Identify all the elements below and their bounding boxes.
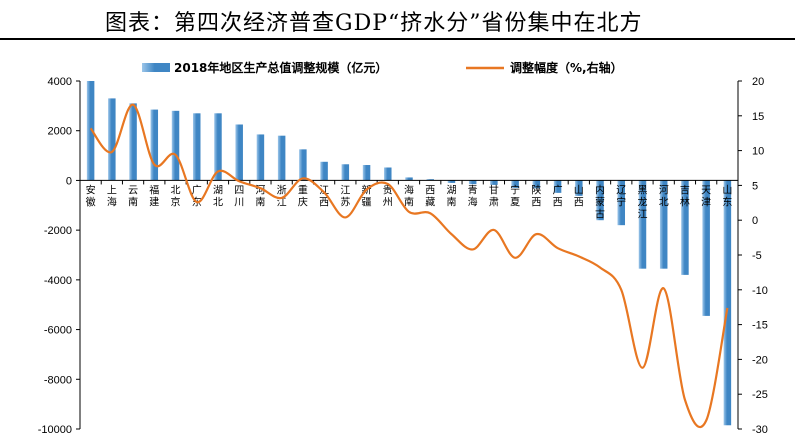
right-tick-label: -30 (752, 424, 768, 436)
left-tick-label: -8000 (44, 374, 72, 386)
category-label: 湖南 (446, 184, 456, 208)
category-label: 江西 (319, 184, 329, 208)
category-label: 青海 (468, 183, 478, 208)
right-tick-label: 10 (752, 146, 764, 158)
right-tick-label: 15 (752, 111, 764, 123)
bar (192, 113, 201, 181)
bar (129, 103, 137, 181)
left-tick-label: 2000 (48, 126, 72, 138)
bar (150, 109, 159, 181)
right-tick-label: -5 (752, 250, 762, 262)
bar (362, 165, 371, 181)
legend-bar-swatch (142, 63, 170, 72)
bar (468, 180, 477, 185)
bar (447, 180, 456, 183)
category-label: 贵州 (383, 183, 393, 208)
category-label: 河北 (659, 184, 669, 208)
title-bar: 图表：第四次经济普查GDP“挤水分”省份集中在北方 (0, 0, 795, 40)
category-label: 山西 (574, 184, 584, 208)
bar (532, 180, 541, 189)
category-label: 辽宁 (616, 184, 626, 208)
category-label: 吉林 (680, 184, 690, 208)
bar (235, 124, 243, 181)
category-label: 四川 (234, 185, 244, 208)
adjustment-rate-line (89, 103, 729, 429)
category-label: 陕西 (531, 183, 541, 208)
bar (681, 180, 689, 275)
bar (384, 167, 392, 181)
category-label: 上海 (107, 184, 117, 208)
category-label: 甘肃 (489, 183, 499, 208)
bar (86, 81, 95, 181)
bar (617, 180, 626, 226)
right-tick-label: -10 (752, 285, 768, 297)
legend-line-label: 调整幅度（%,右轴） (510, 60, 623, 75)
bar (405, 177, 413, 181)
right-tick-label: 20 (752, 76, 764, 88)
bar (320, 161, 328, 181)
left-tick-label: -10000 (38, 424, 72, 436)
bar (426, 179, 434, 181)
bar (214, 113, 222, 181)
right-tick-label: -20 (752, 354, 768, 366)
bar-series (86, 81, 732, 426)
right-tick-label: 0 (752, 215, 758, 227)
right-tick-label: -15 (752, 320, 768, 332)
left-tick-label: -6000 (44, 325, 72, 337)
category-label: 福建 (149, 183, 159, 208)
bar (490, 180, 498, 185)
category-label: 海南 (404, 183, 414, 208)
right-tick-label: 5 (752, 180, 758, 192)
legend-bar-label: 2018年地区生产总值调整规模（亿元） (174, 60, 387, 75)
legend: 2018年地区生产总值调整规模（亿元） 调整幅度（%,右轴） (142, 60, 623, 75)
right-tick-label: -25 (752, 389, 768, 401)
bar (659, 180, 668, 269)
category-label: 天津 (701, 185, 711, 208)
category-label: 广西 (553, 184, 563, 208)
category-label: 黑龙江 (637, 184, 647, 220)
bar (299, 149, 307, 181)
category-label: 江苏 (340, 184, 350, 208)
category-label: 河南 (255, 184, 265, 208)
left-tick-label: -2000 (44, 225, 72, 237)
bar (638, 180, 647, 269)
category-label: 北京 (171, 184, 181, 208)
bar (256, 134, 265, 181)
bar (108, 98, 116, 181)
bar (171, 110, 180, 181)
category-label: 山东 (722, 184, 732, 208)
category-label: 西藏 (425, 185, 435, 208)
chart-title: 图表：第四次经济普查GDP“挤水分”省份集中在北方 (105, 11, 643, 36)
line-series (89, 103, 729, 429)
bar (553, 180, 562, 193)
left-tick-label: -4000 (44, 275, 72, 287)
left-tick-label: 0 (66, 175, 72, 187)
category-label: 内蒙古 (595, 183, 605, 220)
category-label: 宁夏 (510, 183, 520, 208)
bar (575, 180, 583, 196)
bar (596, 180, 604, 221)
axes: 4000 2000 0 -2000 -4000 -6000 -8000 -10000 20 15 1… (38, 76, 768, 436)
category-label: 云南 (128, 185, 138, 208)
bar (702, 180, 710, 316)
category-label: 浙江 (277, 184, 287, 208)
left-tick-label: 4000 (48, 76, 72, 88)
bar (341, 164, 350, 181)
category-label: 重庆 (298, 183, 308, 208)
category-labels: 安徽上海云南福建北京广东湖北四川河南浙江重庆江西江苏新疆贵州海南西藏湖南青海甘肃… (86, 183, 733, 220)
category-label: 安徽 (86, 183, 96, 208)
bar (511, 180, 519, 188)
bar (723, 180, 732, 426)
category-label: 湖北 (213, 184, 223, 208)
bar (277, 135, 286, 181)
